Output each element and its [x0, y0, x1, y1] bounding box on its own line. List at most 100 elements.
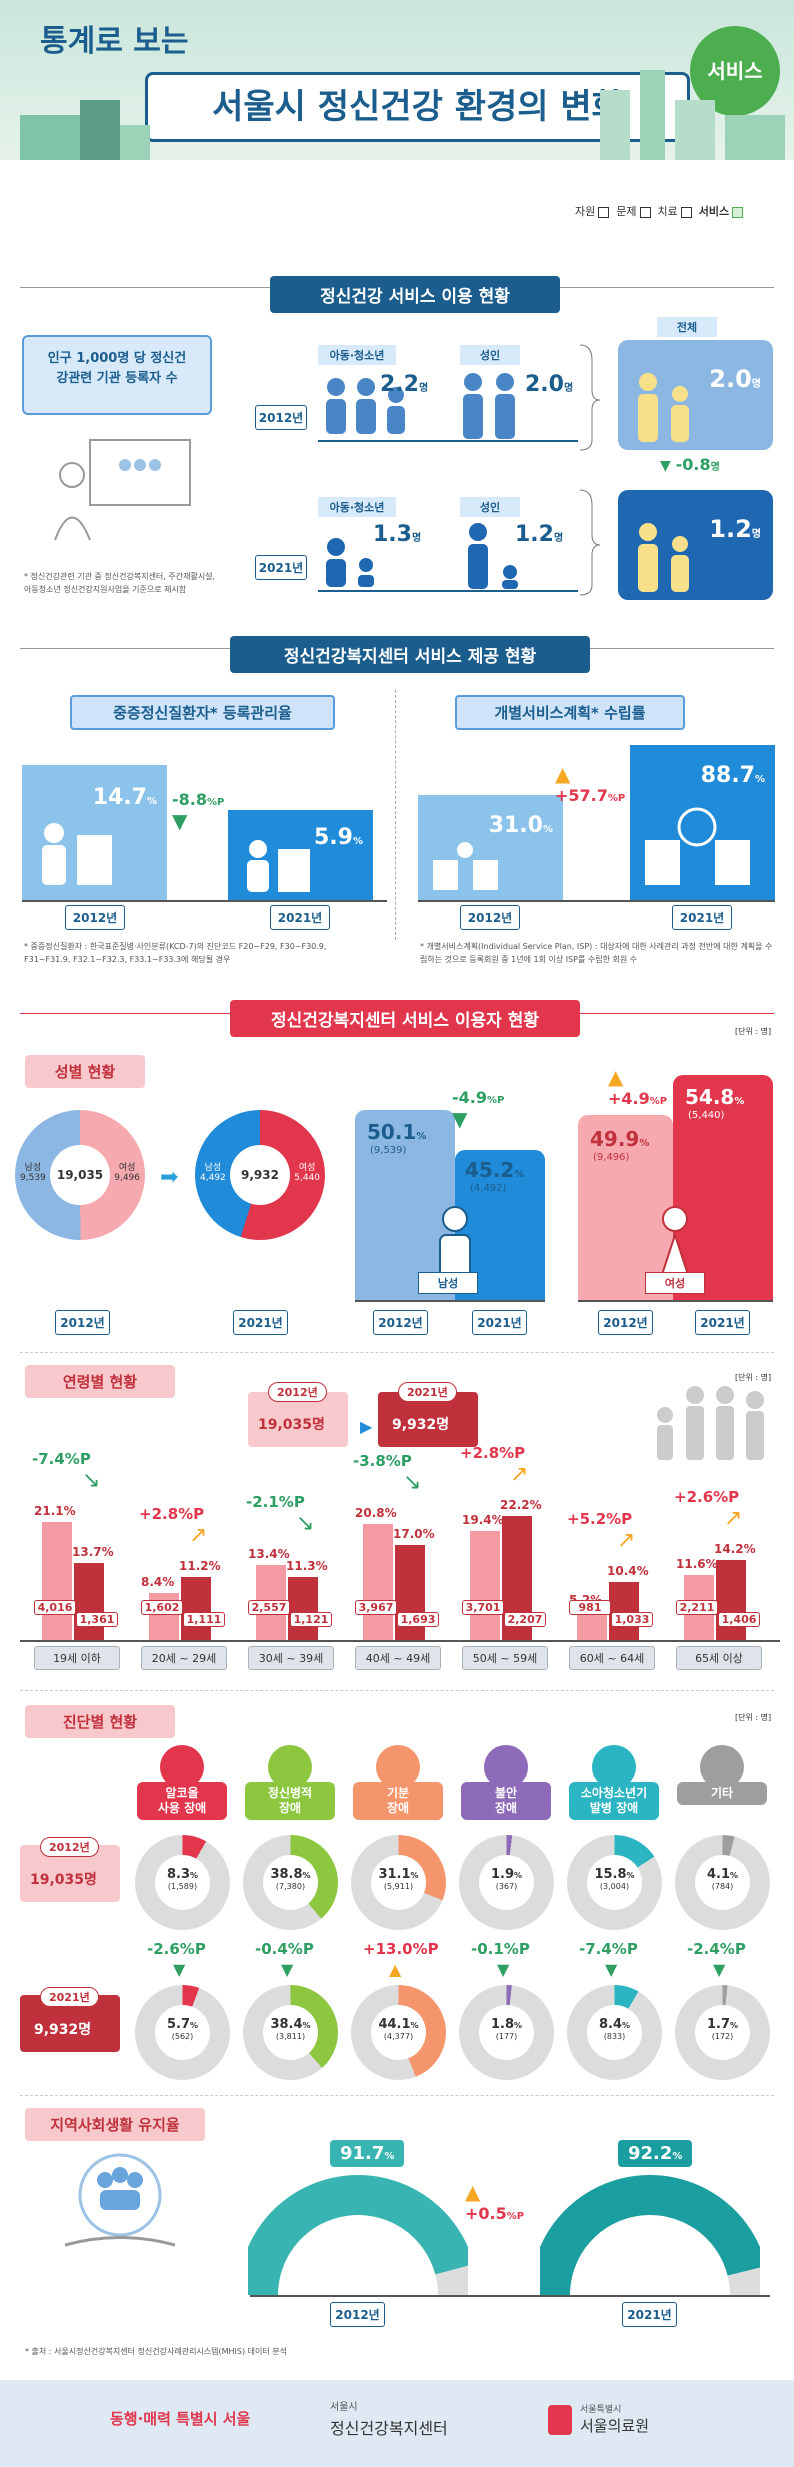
donut-center: 8.3% (1,589) [155, 1855, 210, 1910]
arrow-up-icon: ↗ [617, 1527, 636, 1553]
tab-treatment[interactable]: 치료 [658, 205, 692, 218]
donut-2012-male: 남성 9,539 [20, 1163, 46, 1183]
age-change: -7.4%P [32, 1449, 91, 1468]
age-bar-2012 [256, 1564, 286, 1640]
male-year-2012: 2012년 [373, 1310, 428, 1335]
age-divider [20, 1352, 774, 1353]
document-network-icon [433, 842, 498, 890]
left-year-2012: 2012년 [65, 905, 125, 930]
donut-center: 5.7% (562) [155, 2005, 210, 2060]
right-2021-bar: 88.7% [630, 745, 775, 900]
youth-2021-value: 1.3명 [373, 522, 422, 547]
family-icon [638, 523, 689, 592]
diagnosis-change: -7.4%P [579, 1940, 638, 1958]
baseline-2021 [318, 590, 578, 592]
male-label: 남성 [418, 1272, 478, 1294]
donut-center: 1.8% (177) [479, 2005, 534, 2060]
building-icon [20, 100, 150, 160]
footer-logo-center: 정신건강복지센터 [330, 2419, 448, 2438]
donut-center: 1.7% (172) [695, 2005, 750, 2060]
age-bar-2012 [149, 1592, 179, 1640]
female-2021-n: (5,440) [688, 1110, 725, 1121]
adult-label: 성인 [460, 345, 520, 365]
female-2012-bar: 49.9% (9,496) [578, 1115, 673, 1300]
diagnosis-donut-2021: 8.4% (833) [567, 1985, 662, 2080]
male-2012-n: (9,539) [370, 1145, 407, 1156]
diagnosis-label: 기타 [677, 1782, 767, 1805]
age-bar-2012 [684, 1575, 714, 1640]
diag-legend-2012: 2012년 19,035명 [20, 1837, 120, 1902]
left-2021-bar: 5.9% [228, 810, 373, 900]
diagnosis-donut-2021: 5.7% (562) [135, 1985, 230, 2080]
community-2021-pct: 92.2% [618, 2140, 693, 2167]
diagnosis-donut-2021: 1.7% (172) [675, 1985, 770, 2080]
header-banner: 통계로 보는 서울시 정신건강 환경의 변화 서비스 [0, 0, 794, 160]
diagnosis-donut-2021: 1.8% (177) [459, 1985, 554, 2080]
tab-problem[interactable]: 문제 [616, 205, 651, 218]
section2-note-left: * 중증정신질환자 : 한국표준질병·사인분류(KCD-7)의 진단코드 F20… [24, 942, 327, 964]
diagnosis-label: 알코올 사용 장애 [137, 1782, 227, 1820]
right-change: ▲ +57.7%P [555, 762, 626, 805]
age-pct-2021: 11.3% [286, 1558, 328, 1573]
youth-label: 아동·청소년 [318, 345, 396, 365]
tab-bar: 자원 문제 치료 서비스 [575, 203, 744, 219]
donut-2012: 19,035 남성 9,539 여성 9,496 [15, 1110, 145, 1240]
age-pct-2021: 22.2% [500, 1497, 542, 1512]
community-2012-pct: 91.7% [330, 2140, 405, 2167]
age-bar-2012 [42, 1521, 72, 1640]
age-count-2021: 1,406 [718, 1612, 760, 1627]
arrow-down-icon: ▼ [713, 1960, 726, 1979]
age-bar-2012 [577, 1610, 607, 1640]
tab-resource[interactable]: 자원 [575, 205, 610, 218]
section2-title: 정신건강복지센터 서비스 제공 현황 [230, 636, 590, 673]
age-pct-2021: 13.7% [72, 1545, 114, 1560]
diagnosis-icon [592, 1745, 636, 1789]
arrow-down-icon: ▼ [605, 1960, 618, 1979]
header-badge: 서비스 [690, 26, 780, 116]
age-count-2012: 1,602 [141, 1600, 183, 1615]
donut-center: 8.4% (833) [587, 2005, 642, 2060]
left-2021-value: 5.9% [313, 825, 363, 850]
age-category: 50세 ~ 59세 [462, 1646, 548, 1670]
age-legend-2012-year: 2012년 [268, 1382, 327, 1402]
adult-2021-value: 1.2명 [515, 522, 564, 547]
hospital-logo-icon [548, 2405, 572, 2435]
age-change: +5.2%P [567, 1509, 633, 1528]
arrow-up-icon: ▲ [389, 1960, 402, 1979]
left-2012-bar: 14.7% [22, 765, 167, 900]
source-note: * 출처 : 서울시정신건강복지센터 정신건강사례관리시스템(MHIS) 데이터… [25, 2347, 287, 2356]
arrow-right-icon: ➡ [160, 1165, 179, 1190]
age-legend-2021: 2021년 9,932명 [378, 1382, 478, 1447]
diagnosis-donut-2012: 31.1% (5,911) [351, 1835, 446, 1930]
footer-logo-center-top: 서울시 [330, 2402, 358, 2413]
person-checklist-icon [42, 823, 112, 885]
diagnosis-icon [376, 1745, 420, 1789]
total-change: ▼ -0.8명 [660, 455, 720, 474]
age-count-2012: 2,557 [248, 1600, 290, 1615]
age-count-2021: 1,361 [76, 1612, 118, 1627]
male-2012-pct: 50.1% [367, 1120, 427, 1144]
female-2012-n: (9,496) [593, 1152, 630, 1163]
document-network-icon [645, 807, 750, 885]
age-unit: [단위 : 명] [735, 1373, 772, 1382]
diagnosis-donut-2012: 38.8% (7,380) [243, 1835, 338, 1930]
person-checklist-icon [247, 840, 310, 892]
section2-vertical-divider [395, 690, 396, 940]
community-2012-gauge [248, 2175, 468, 2296]
left-metric-label: 중증정신질환자* 등록관리율 [70, 695, 335, 730]
right-2012-bar: 31.0% [418, 795, 563, 900]
section3-unit: [단위 : 명] [735, 1027, 772, 1036]
tab-service[interactable]: 서비스 [699, 205, 744, 218]
arrow-down-icon: ▼ [497, 1960, 510, 1979]
community-year-2012: 2012년 [330, 2302, 385, 2327]
footer-logo-hospital: 서울의료원 [580, 2417, 650, 2435]
adult-people-icon [468, 523, 518, 589]
age-bar-2021 [716, 1560, 746, 1640]
total-label: 전체 [657, 317, 717, 337]
diagnosis-donut-2012: 1.9% (367) [459, 1835, 554, 1930]
age-category: 65세 이상 [676, 1646, 762, 1670]
diagnosis-change: -2.4%P [687, 1940, 746, 1958]
age-count-2012: 981 [569, 1600, 611, 1615]
age-legend-2021-year: 2021년 [398, 1382, 457, 1402]
age-count-2012: 4,016 [34, 1600, 76, 1615]
